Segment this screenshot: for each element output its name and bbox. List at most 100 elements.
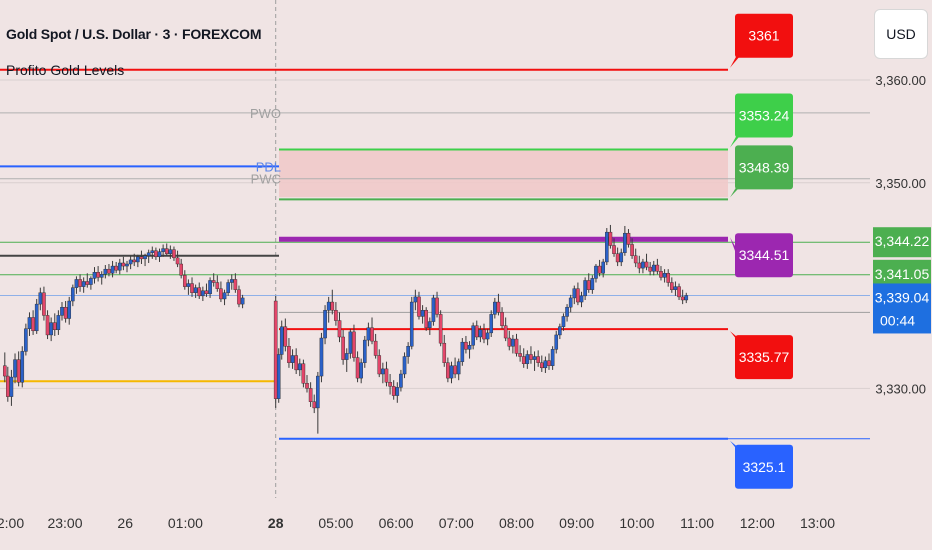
candle-body-122 — [471, 325, 475, 346]
candle-body-70 — [283, 326, 288, 347]
candle-body-142 — [543, 360, 548, 369]
level-tag-text-2: 3348.39 — [739, 159, 790, 175]
x-tick-label-5: 05:00 — [318, 515, 353, 531]
candle-body-25 — [92, 272, 97, 279]
price-axis[interactable]: 3,360.00 3,350.00 3,330.00 3,344.22 3,341.05… — [873, 73, 931, 396]
time-axis[interactable]: 22:00 23:00 26 01:00 28 05:00 06:00 07:00 08:00 0… — [0, 515, 835, 531]
candle-body-6 — [24, 328, 28, 352]
candle-body-48 — [175, 257, 180, 265]
candle-body-24 — [89, 278, 93, 285]
candle-body-151 — [576, 288, 580, 303]
price-label-0: 3,344.22 — [875, 233, 930, 249]
candle-body-16 — [60, 306, 64, 316]
currency-button[interactable]: USD — [874, 9, 928, 59]
candle-body-111 — [431, 297, 436, 322]
candle-body-144 — [550, 349, 555, 366]
candle-body-66 — [240, 297, 245, 305]
candle-body-161 — [612, 245, 616, 254]
candle-body-74 — [297, 363, 302, 371]
candle-body-97 — [381, 368, 385, 375]
zone-rect — [279, 149, 728, 198]
candle-body-167 — [633, 255, 638, 264]
candle-body-94 — [370, 327, 374, 342]
level-tag-text-1: 3353.24 — [739, 107, 790, 123]
candle-body-47 — [172, 249, 176, 259]
level-price-tags: 3361 3353.24 3348.39 3344.51 3335.77 3325.1 — [730, 13, 793, 489]
candle-body-176 — [666, 273, 671, 283]
candle-body-157 — [597, 265, 602, 274]
candle-body-76 — [305, 383, 309, 389]
candle-body-131 — [503, 325, 508, 339]
candle-body-162 — [615, 253, 620, 263]
candle-body-8 — [31, 317, 35, 332]
candle-body-10 — [38, 292, 43, 305]
candle-body-107 — [417, 296, 421, 317]
x-tick-label-4: 28 — [268, 515, 284, 531]
candle-body-119 — [460, 341, 465, 362]
y-tick-label-1: 3,350.00 — [875, 176, 926, 191]
candle-body-68 — [276, 354, 281, 399]
candle-body-89 — [352, 331, 356, 358]
candle-body-43 — [157, 251, 162, 258]
candle-body-45 — [164, 248, 169, 254]
candle-body-98 — [384, 368, 389, 383]
candle-body-134 — [514, 338, 519, 354]
candle-body-3 — [13, 359, 17, 378]
candle-body-49 — [179, 263, 183, 276]
candle-body-172 — [651, 264, 656, 272]
candle-body-21 — [78, 279, 82, 287]
candle-body-92 — [362, 339, 367, 363]
indicator-name[interactable]: Profito Gold Levels — [6, 62, 125, 78]
candle-body-83 — [330, 301, 335, 311]
candle-body-42 — [154, 250, 158, 258]
candle-body-52 — [190, 283, 194, 293]
symbol-title: Gold Spot / U.S. Dollar · 3 · FOREXCOM — [6, 26, 262, 42]
level-tag-box-5 — [735, 444, 793, 489]
candle-body-141 — [539, 362, 544, 369]
candle-body-177 — [670, 282, 674, 290]
candle-body-2 — [9, 376, 14, 397]
candle-body-104 — [406, 346, 410, 357]
x-tick-label-1: 23:00 — [47, 515, 82, 531]
candle-body-113 — [438, 314, 443, 344]
x-tick-label-0: 22:00 — [0, 515, 24, 531]
level-tag-box-2 — [735, 145, 793, 190]
candle-body-61 — [222, 292, 227, 300]
x-tick-label-11: 11:00 — [680, 515, 714, 531]
candle-body-179 — [677, 286, 681, 298]
candle-body-7 — [27, 317, 32, 329]
candle-body-81 — [323, 310, 327, 339]
candle-body-133 — [511, 338, 515, 347]
candle-body-91 — [359, 362, 363, 379]
marker-pdl: PDL — [256, 159, 281, 174]
candle-body-55 — [201, 290, 205, 297]
candle-body-28 — [103, 268, 108, 275]
candle-body-86 — [341, 336, 345, 360]
candle-body-35 — [128, 259, 133, 265]
candle-body-40 — [146, 252, 151, 256]
candle-body-149 — [568, 297, 573, 308]
price-label-box-0 — [873, 227, 931, 258]
candle-body-136 — [521, 356, 526, 364]
candle-body-34 — [125, 263, 129, 267]
candle-body-18 — [67, 300, 72, 319]
candle-body-32 — [117, 262, 122, 271]
candle-body-1 — [6, 375, 10, 397]
candle-body-110 — [428, 321, 432, 328]
price-label-2: 3,339.04 — [875, 289, 930, 305]
candle-body-65 — [237, 289, 241, 305]
candle-body-138 — [529, 354, 533, 360]
marker-pwo: PWO — [250, 106, 281, 121]
candle-body-11 — [42, 292, 46, 316]
candle-body-29 — [107, 268, 111, 274]
x-tick-label-9: 09:00 — [559, 515, 594, 531]
candle-body-64 — [233, 279, 238, 290]
candle-body-51 — [186, 283, 191, 287]
level-tag-box-1 — [735, 93, 793, 138]
candle-body-95 — [373, 340, 378, 356]
candle-body-178 — [673, 286, 678, 290]
candle-body-130 — [500, 312, 504, 326]
level-tag-1: 3353.24 — [730, 93, 793, 148]
candle-body-163 — [619, 252, 624, 263]
